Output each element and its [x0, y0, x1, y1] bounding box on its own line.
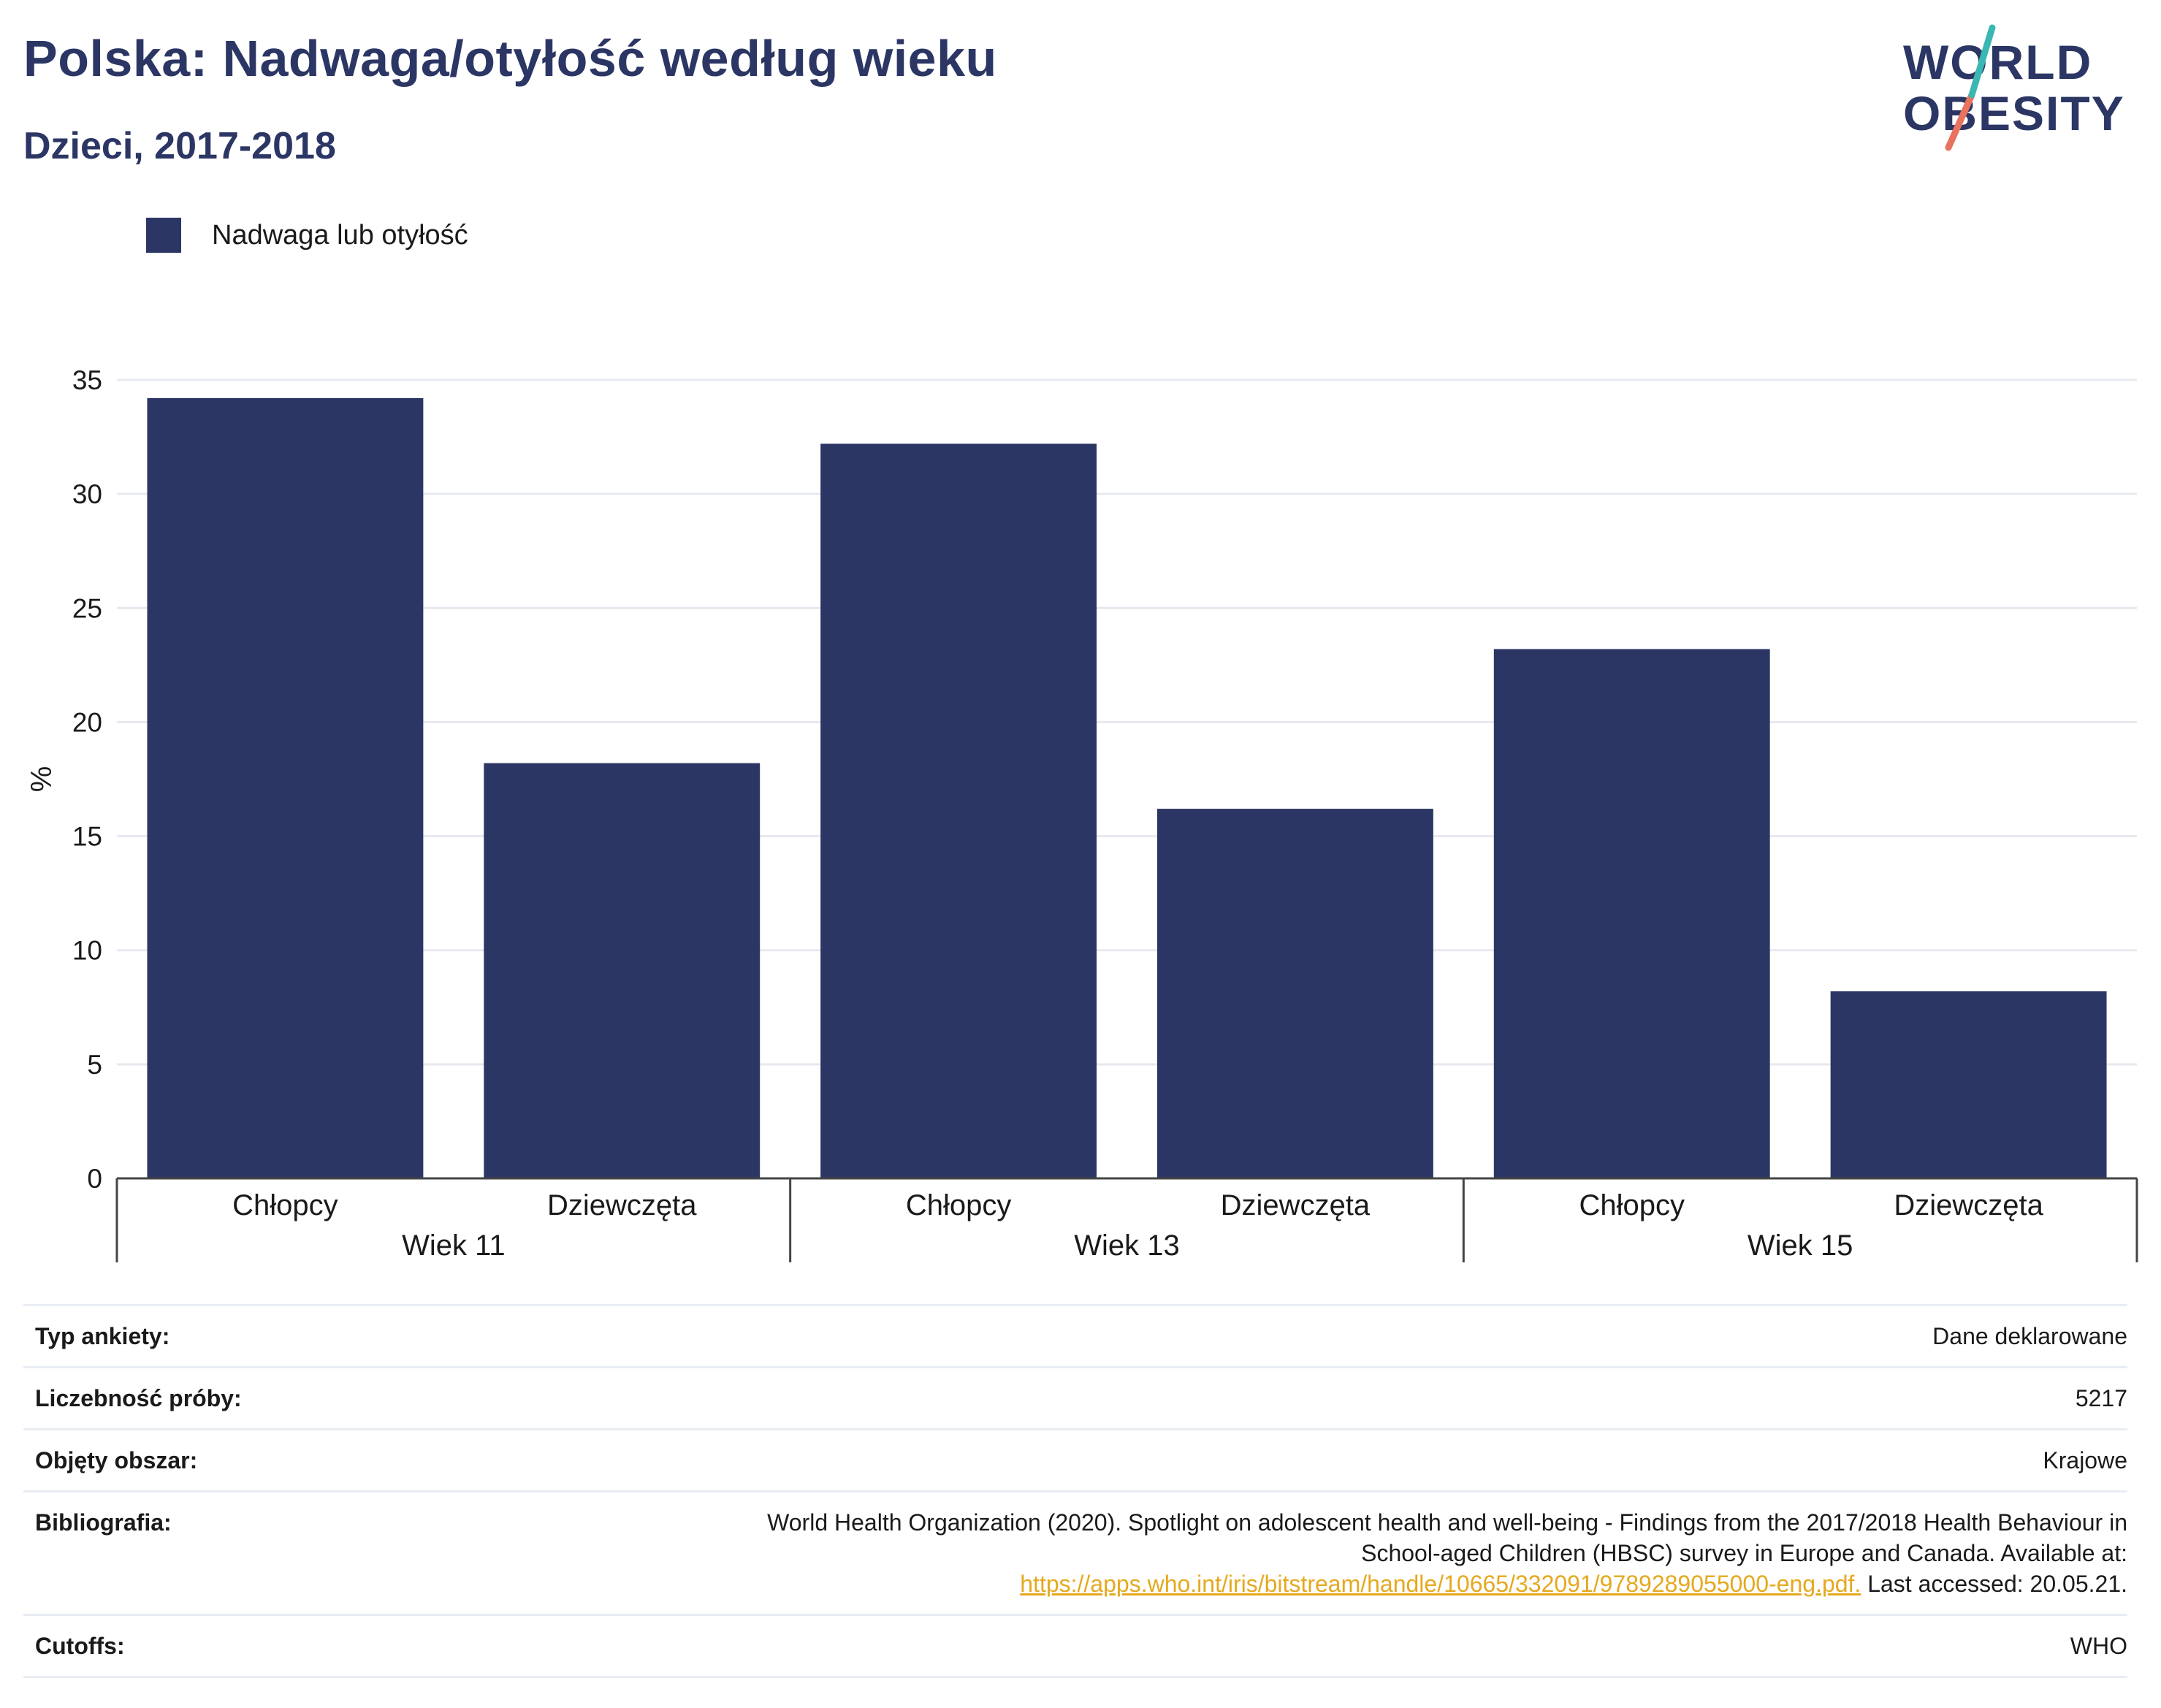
y-axis-label: % [26, 766, 58, 793]
info-row-survey-type: Typ ankiety: Dane deklarowane [23, 1304, 2127, 1368]
x-category-label: Dziewczęta [547, 1189, 697, 1221]
info-row-bibliography: Bibliografia: World Health Organization … [23, 1490, 2127, 1615]
bar [484, 763, 761, 1178]
logo-slash-icon [1945, 24, 1996, 151]
x-group-label: Wiek 15 [1748, 1229, 1853, 1262]
x-group-label: Wiek 11 [402, 1229, 506, 1262]
chart-title: Polska: Nadwaga/otyłość według wieku [23, 30, 997, 87]
survey-type-value: Dane deklarowane [400, 1304, 2127, 1368]
bar [1830, 991, 2107, 1178]
bar [147, 397, 424, 1178]
y-tick-label: 10 [72, 936, 102, 966]
y-tick-label: 35 [72, 365, 102, 395]
cutoffs-value: WHO [400, 1614, 2127, 1678]
logo-word-world: WORLD [1903, 35, 2093, 89]
bibliography-link[interactable]: https://apps.who.int/iris/bitstream/hand… [1020, 1571, 1861, 1597]
y-tick-label: 15 [72, 822, 102, 852]
info-row-sample: Liczebność próby: 5217 [23, 1366, 2127, 1430]
y-tick-label: 5 [87, 1050, 102, 1080]
y-tick-label: 25 [72, 593, 102, 623]
info-row-area: Objęty obszar: Krajowe [23, 1428, 2127, 1492]
bibliography-line-1: World Health Organization (2020). Spotli… [767, 1509, 2127, 1536]
survey-type-label: Typ ankiety: [23, 1304, 400, 1368]
chart-legend: Nadwaga lub otyłość [146, 218, 468, 253]
world-obesity-logo: WORLD OBESITY [1903, 22, 2144, 153]
chart-subtitle: Dzieci, 2017-2018 [23, 125, 336, 167]
x-category-label: Dziewczęta [1221, 1189, 1371, 1221]
bar [820, 443, 1097, 1178]
bibliography-line-2: School-aged Children (HBSC) survey in Eu… [1361, 1540, 2127, 1566]
x-category-label: Chłopcy [1579, 1189, 1685, 1221]
area-label: Objęty obszar: [23, 1428, 400, 1492]
y-tick-label: 0 [87, 1164, 102, 1194]
bar [1156, 809, 1433, 1178]
sample-size-label: Liczebność próby: [23, 1366, 400, 1430]
bibliography-value: World Health Organization (2020). Spotli… [400, 1490, 2127, 1615]
x-group-label: Wiek 13 [1074, 1229, 1180, 1262]
y-tick-label: 30 [72, 479, 102, 509]
x-category-label: Dziewczęta [1894, 1189, 2043, 1221]
info-row-cutoffs: Cutoffs: WHO [23, 1614, 2127, 1678]
survey-info-table: Typ ankiety: Dane deklarowane Liczebność… [23, 1304, 2127, 1678]
x-category-label: Chłopcy [232, 1189, 338, 1221]
legend-swatch [146, 218, 181, 253]
cutoffs-label: Cutoffs: [23, 1614, 400, 1678]
bar [1493, 649, 1770, 1178]
bibliography-line-3: https://apps.who.int/iris/bitstream/hand… [400, 1568, 2127, 1599]
bibliography-label: Bibliografia: [23, 1490, 400, 1615]
sample-size-value: 5217 [400, 1366, 2127, 1430]
logo-word-obesity: OBESITY [1903, 86, 2125, 140]
bar-chart: 0 5 10 15 20 25 30 35% Chłopcy Dziewczęta Wiek 11 C… [26, 365, 2138, 1262]
x-category-label: Chłopcy [906, 1189, 1012, 1221]
legend-label: Nadwaga lub otyłość [212, 219, 468, 251]
area-value: Krajowe [400, 1428, 2127, 1492]
bibliography-accessed: Last accessed: 20.05.21. [1861, 1571, 2127, 1597]
y-tick-label: 20 [72, 707, 102, 737]
